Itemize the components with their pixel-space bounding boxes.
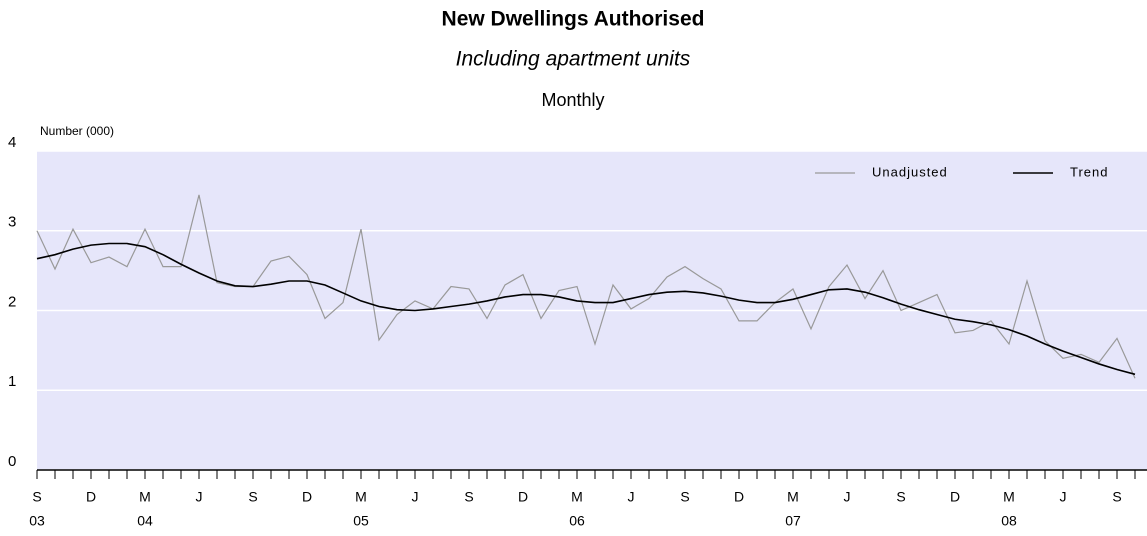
x-tick-label: M	[571, 489, 583, 505]
y-axis-label: Number (000)	[40, 124, 114, 138]
x-tick-label: S	[32, 489, 41, 505]
x-tick-label: J	[412, 489, 419, 505]
x-tick-label: J	[844, 489, 851, 505]
x-tick-label: M	[355, 489, 367, 505]
x-tick-label: S	[1112, 489, 1121, 505]
x-tick-label: D	[518, 489, 528, 505]
y-tick-label: 4	[8, 134, 16, 151]
x-tick-label: D	[950, 489, 960, 505]
y-tick-label: 3	[8, 214, 16, 231]
frequency-label: Monthly	[541, 90, 604, 110]
x-tick-label: J	[628, 489, 635, 505]
x-tick-label: J	[196, 489, 203, 505]
y-tick-label: 1	[8, 373, 16, 390]
chart-title: New Dwellings Authorised	[442, 8, 705, 31]
x-tick-label: D	[734, 489, 744, 505]
y-tick-label: 0	[8, 453, 16, 470]
x-tick-label: M	[787, 489, 799, 505]
x-year-label: 05	[353, 513, 369, 529]
series-line	[36, 194, 1136, 379]
x-tick-label: S	[680, 489, 689, 505]
legend-label: Unadjusted	[872, 164, 948, 179]
legend-label: Trend	[1070, 164, 1108, 179]
x-tick-label: S	[464, 489, 473, 505]
series-line	[36, 242, 1136, 376]
x-tick-label: D	[302, 489, 312, 505]
x-year-label: 03	[29, 513, 45, 529]
x-year-label: 06	[569, 513, 585, 529]
x-year-label: 04	[137, 513, 153, 529]
x-tick-label: S	[896, 489, 905, 505]
x-tick-label: J	[1060, 489, 1067, 505]
x-year-label: 07	[785, 513, 801, 529]
x-year-label: 08	[1001, 513, 1017, 529]
x-tick-label: D	[86, 489, 96, 505]
y-tick-label: 2	[8, 293, 16, 310]
x-tick-label: M	[1003, 489, 1015, 505]
x-tick-label: S	[248, 489, 257, 505]
chart-subtitle: Including apartment units	[456, 48, 691, 71]
x-tick-label: M	[139, 489, 151, 505]
